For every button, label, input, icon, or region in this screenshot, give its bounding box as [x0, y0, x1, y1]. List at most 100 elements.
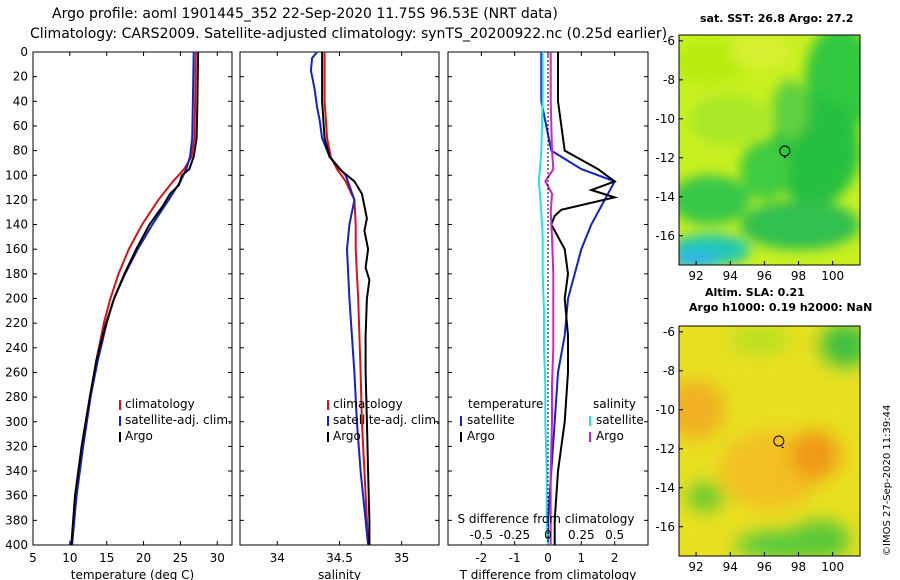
- sla-map: [679, 326, 860, 556]
- sst-argo-marker: [779, 145, 791, 157]
- depth-tick-label: 360: [5, 489, 28, 503]
- salinity-difference-tick-label: 0: [544, 528, 552, 542]
- x-tick-label: -2: [475, 551, 487, 565]
- salinity-difference-tick-label: 0.5: [605, 528, 624, 542]
- sla-map-title-2: Argo h1000: 0.19 h2000: NaN: [689, 301, 873, 314]
- depth-tick-label: 260: [5, 365, 28, 379]
- depth-tick-label: 0: [20, 45, 28, 59]
- depth-tick-label: 140: [5, 218, 28, 232]
- salinity-difference-axis-label: S difference from climatology: [458, 512, 635, 526]
- legend-label: climatology: [125, 397, 195, 411]
- sst-patch: [679, 175, 750, 225]
- series-line-t-argo: [550, 52, 619, 545]
- x-tick-label: 5: [29, 551, 37, 565]
- map-lat-tick-label: -16: [655, 229, 675, 243]
- map-lat-tick-label: -6: [663, 34, 675, 48]
- legend-label: satellite-adj. clim.: [333, 413, 440, 427]
- depth-tick-label: 40: [13, 94, 28, 108]
- x-tick-label: 25: [173, 551, 188, 565]
- salinity-difference-tick-label: -0.25: [499, 528, 530, 542]
- x-axis-label: salinity: [318, 568, 361, 580]
- x-tick-label: 1: [578, 551, 586, 565]
- profile-title: Argo profile: aoml 1901445_352 22-Sep-20…: [52, 6, 558, 22]
- sla-patch: [687, 483, 723, 511]
- satellite-maps: 92 94 96 98 100 -6 -8 -10 -12 -14 -16 92 94 96 98 100 -6…: [655, 34, 861, 574]
- depth-tick-label: 280: [5, 390, 28, 404]
- sla-patch: [790, 520, 850, 556]
- map-lat-tick-label: -10: [655, 403, 675, 417]
- plot-frame: [239, 51, 440, 546]
- depth-tick-label: 20: [13, 70, 28, 84]
- map-lat-tick-label: -8: [663, 364, 675, 378]
- salinity-difference-tick-label: -0.5: [470, 528, 493, 542]
- x-tick-label: 35: [394, 551, 409, 565]
- legend-title-salinity: salinity: [593, 397, 636, 411]
- depth-tick-label: 200: [5, 292, 28, 306]
- series-line-argo: [70, 51, 200, 546]
- sla-patch: [679, 380, 725, 440]
- depth-tick-label: 400: [5, 538, 28, 552]
- map-lat-tick-label: -12: [655, 151, 675, 165]
- sst-patch: [772, 80, 808, 140]
- series-line-satellite-adj-clim-: [71, 51, 195, 546]
- map-lon-tick-label: 92: [688, 560, 703, 574]
- legend-label: climatology: [333, 397, 403, 411]
- series-line-satellite-adj-clim-: [309, 51, 370, 546]
- map-lat-tick-label: -6: [663, 325, 675, 339]
- profile-charts: 0204060801001201401601802002202402602803…: [5, 45, 649, 580]
- sst-patch: [679, 250, 720, 265]
- legend-label: satellite: [467, 413, 515, 427]
- x-tick-label: 34: [270, 551, 285, 565]
- series-line-t-satellite: [540, 52, 617, 545]
- series-line-climatology: [323, 52, 370, 546]
- x-tick-label: 34.5: [326, 551, 353, 565]
- x-tick-label: 10: [62, 551, 77, 565]
- series-line-argo: [321, 52, 371, 545]
- sla-map-title-1: Altim. SLA: 0.21: [705, 286, 805, 299]
- map-lat-tick-label: -14: [655, 190, 675, 204]
- depth-tick-label: 120: [5, 193, 28, 207]
- depth-tick-label: 240: [5, 341, 28, 355]
- map-lat-tick-label: -8: [663, 73, 675, 87]
- map-lat-tick-label: -16: [655, 520, 675, 534]
- depth-tick-label: 180: [5, 267, 28, 281]
- sst-patch: [740, 140, 790, 200]
- sla-patch: [820, 326, 860, 367]
- map-lon-tick-label: 100: [821, 269, 844, 283]
- x-tick-label: 0: [544, 551, 552, 565]
- map-lon-tick-label: 100: [821, 560, 844, 574]
- map-lat-tick-label: -10: [655, 112, 675, 126]
- x-axis-label: T difference from climatology: [459, 568, 637, 580]
- sst-frame: [678, 34, 861, 266]
- imos-watermark: ©IMOS 27-Sep-2020 11:39:44: [882, 404, 893, 556]
- sla-frame: [678, 325, 861, 557]
- map-lon-tick-label: 96: [757, 269, 772, 283]
- climatology-title: Climatology: CARS2009. Satellite-adjuste…: [30, 26, 668, 42]
- sst-argo-arrow: [783, 156, 786, 158]
- x-tick-label: 20: [136, 551, 151, 565]
- x-tick-label: 2: [611, 551, 619, 565]
- map-lon-tick-label: 96: [757, 560, 772, 574]
- series-line-climatology: [70, 51, 197, 546]
- sla-argo-marker: [773, 435, 785, 447]
- map-lon-tick-label: 94: [723, 269, 738, 283]
- sla-patch: [790, 430, 840, 480]
- legend-label: Argo: [333, 429, 361, 443]
- map-lon-tick-label: 98: [791, 269, 806, 283]
- salinity-difference-tick-label: 0.25: [568, 528, 595, 542]
- depth-tick-label: 220: [5, 316, 28, 330]
- map-lon-tick-label: 92: [688, 269, 703, 283]
- depth-tick-label: 320: [5, 439, 28, 453]
- legend-title-temperature: temperature: [468, 397, 543, 411]
- sst-patch: [690, 95, 770, 145]
- sst-map: [679, 35, 860, 265]
- map-lon-tick-label: 98: [791, 560, 806, 574]
- sla-patch: [730, 326, 790, 354]
- series-line-s-satellite: [537, 52, 549, 546]
- x-axis-label: temperature (deg C): [71, 568, 194, 580]
- plot-frame: [32, 51, 233, 546]
- map-lon-tick-label: 94: [723, 560, 738, 574]
- legend-label: satellite: [596, 413, 644, 427]
- x-tick-label: 30: [210, 551, 225, 565]
- legend-label: Argo: [467, 429, 495, 443]
